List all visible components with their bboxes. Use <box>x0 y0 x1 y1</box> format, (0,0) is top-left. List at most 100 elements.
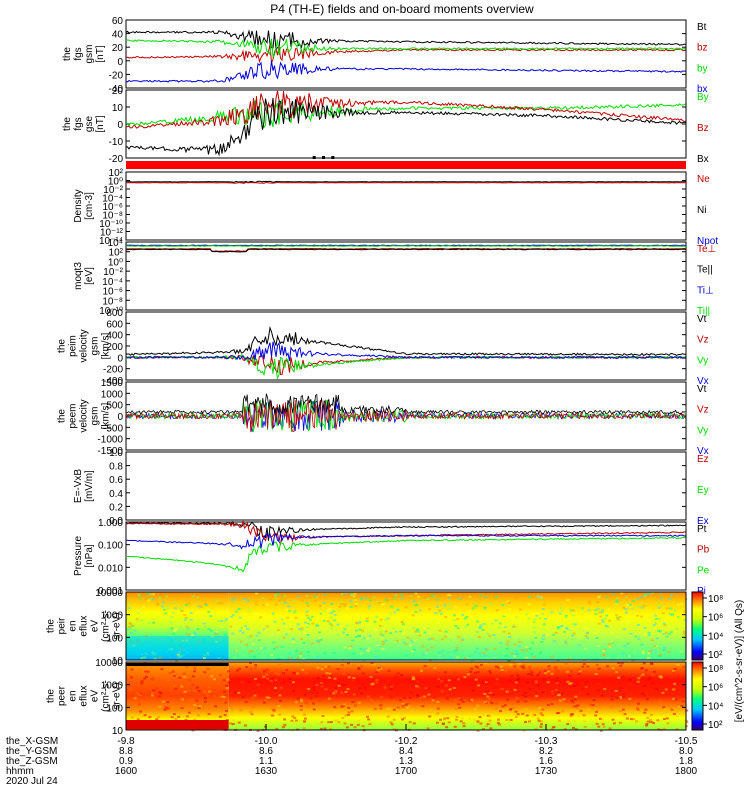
efield-ytick-label: 0.2 <box>109 502 123 513</box>
peir_spec-speck <box>152 653 156 656</box>
peer_spec-speck <box>470 699 474 702</box>
peer_spec-speck <box>351 679 355 682</box>
peir_spec-speck <box>246 636 250 639</box>
peer_spec-speck <box>341 684 344 687</box>
peir_spec-speck <box>276 645 280 648</box>
peer_spec-speck <box>380 695 384 698</box>
peer_spec-speck <box>409 689 413 691</box>
peer_spec-speck <box>524 708 528 710</box>
peer_spec-speck <box>309 697 313 700</box>
peir_spec-speck <box>465 616 469 618</box>
peer_spec-speck <box>361 725 365 728</box>
peir_spec-speck <box>643 633 647 636</box>
pressure-ylabel: Pressure [nPa] <box>73 536 95 576</box>
peir_spec-speck <box>508 632 511 635</box>
peer_spec-speck <box>543 669 547 672</box>
fgs_gse-ytick-label: 0 <box>117 120 123 131</box>
peer_spec-speck <box>521 694 525 697</box>
peer_spec-speck <box>477 675 481 678</box>
peir_spec-speck <box>665 607 669 610</box>
density-legend-npot: Npot <box>697 236 718 247</box>
peer_spec-speck <box>473 672 477 675</box>
peer_spec-speck <box>186 728 190 731</box>
peir_spec-speck <box>617 656 621 659</box>
peem-velocity-line-vz <box>125 399 686 433</box>
peer_spec-speck <box>431 699 435 702</box>
peem_velocity-ytick-label: 500 <box>106 401 123 412</box>
peir_spec-speck <box>354 635 358 638</box>
peer_spec-speck <box>279 700 282 702</box>
peir_spec-speck <box>251 643 255 646</box>
peer_spec-speck <box>643 711 647 714</box>
peer_spec-speck <box>555 682 559 684</box>
peir_spec-speck <box>538 617 542 620</box>
peir_spec-speck <box>379 630 383 633</box>
peer_spec-speck <box>406 702 410 705</box>
peir_spec-speck <box>607 608 611 611</box>
peir_spec-speck <box>657 652 661 655</box>
peer_spec-speck <box>311 702 315 705</box>
peer_spec-speck <box>463 676 467 679</box>
peir_spec-speck <box>570 627 573 630</box>
peer_spec-speck <box>682 665 686 668</box>
peir_spec-speck <box>183 648 187 651</box>
peir_spec-speck <box>673 609 677 612</box>
peer_spec-speck <box>568 683 572 685</box>
peir_spec-speck <box>658 617 662 620</box>
peer_spec-speck <box>296 672 299 675</box>
peir_spec-speck <box>277 592 281 595</box>
peir_spec-speck <box>502 630 506 633</box>
fgs_gsm-ylabel-line: fgs <box>73 47 84 60</box>
peer_spec-speck <box>369 711 372 714</box>
peir_spec-speck <box>487 658 490 661</box>
peer_spec-speck <box>360 664 363 667</box>
density-ytick-label: 10⁻⁶ <box>102 202 123 213</box>
peir_spec-speck <box>255 634 259 637</box>
peir_spec-speck <box>659 630 662 633</box>
peir_spec-speck <box>339 600 343 603</box>
peer_spec-speck <box>494 686 498 689</box>
peer_spec-speck <box>672 669 676 672</box>
peer_spec-speck <box>555 677 559 680</box>
peer_spec-speck <box>422 695 426 698</box>
peir_spec-speck <box>489 603 493 606</box>
fgs_gsm-ytick-label: 0 <box>117 57 123 68</box>
peer_spec-speck <box>566 680 570 683</box>
peir_spec-speck <box>629 632 633 635</box>
peer_spec-speck <box>522 664 526 667</box>
peer_spec-speck <box>586 665 590 668</box>
peir_spec-speck <box>531 613 535 616</box>
peer_spec-speck <box>239 681 243 684</box>
temperature-ytick-label: 10⁻⁸ <box>102 296 123 307</box>
peir_spec-speck <box>276 631 280 634</box>
peer_spec-speck <box>177 715 181 718</box>
peer_spec-speck <box>225 684 229 687</box>
peer_spec-speck <box>145 675 148 678</box>
peir_spec-speck <box>352 652 356 655</box>
peir_spec-speck <box>424 651 428 654</box>
peer_spec-speck <box>320 668 324 671</box>
peir_spec-speck <box>495 596 499 599</box>
peir_spec-speck <box>474 605 478 608</box>
peer_spec-speck <box>529 669 533 671</box>
peer_spec-speck <box>557 691 561 694</box>
peir_spec-speck <box>375 656 379 659</box>
temperature-ytick-label: 10⁰ <box>108 257 123 268</box>
peir_spec-speck <box>291 637 295 640</box>
peer_spec-speck <box>266 677 270 680</box>
peem_velocity-legend-vy: Vy <box>697 425 708 436</box>
peir_spec-speck <box>467 656 470 659</box>
peer_spec-ylabel-line: peer <box>57 685 68 706</box>
peer_spec-speck <box>311 692 315 695</box>
peer_spec-speck <box>554 666 558 669</box>
peer_spec-speck <box>172 685 176 687</box>
peer_spec-speck <box>507 670 511 673</box>
peir_spec-speck <box>494 619 498 622</box>
peer_spec-speck <box>517 677 521 680</box>
peir_spec-speck <box>406 636 410 639</box>
peir_spec-speck <box>414 611 418 613</box>
peir_spec-speck <box>511 659 515 662</box>
peer_spec-speck <box>410 679 414 682</box>
peir_spec-speck <box>648 634 651 637</box>
peir_spec-speck <box>636 614 639 617</box>
